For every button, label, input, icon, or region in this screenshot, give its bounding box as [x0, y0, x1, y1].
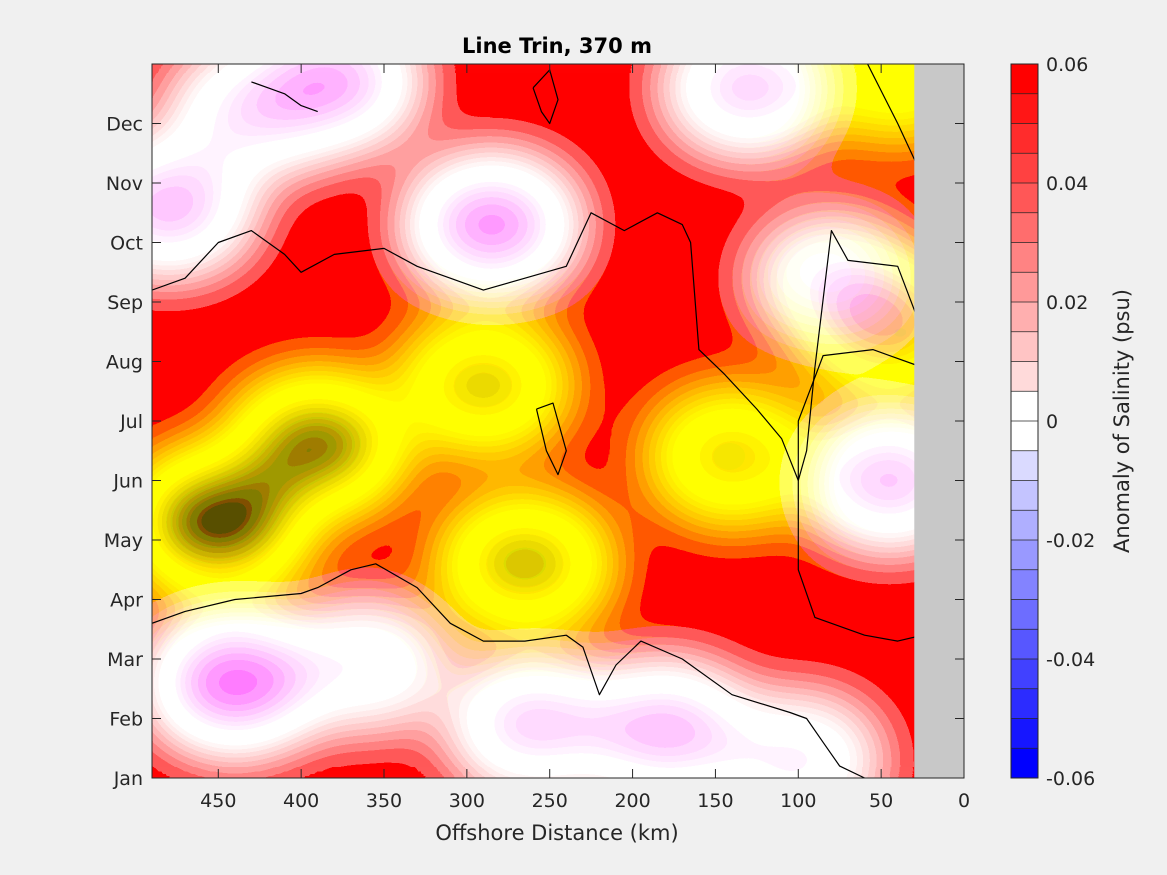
x-tick-label: 350	[366, 790, 402, 812]
zero-contour-line	[532, 69, 559, 125]
x-tick-label: 400	[283, 790, 319, 812]
colorbar-tick-label: -0.06	[1046, 768, 1095, 790]
y-tick-label: Jun	[112, 471, 143, 493]
zero-contour-line	[797, 349, 915, 642]
colorbar-segment	[1011, 391, 1038, 422]
colorbar-segment	[1011, 748, 1038, 779]
y-tick-label: Apr	[110, 590, 143, 612]
colorbar-segment	[1011, 510, 1038, 541]
y-tick-label: Nov	[106, 173, 143, 195]
colorbar-tick-label: -0.04	[1046, 649, 1095, 671]
x-tick-label: 100	[780, 790, 816, 812]
y-tick-label: Jul	[119, 411, 143, 433]
colorbar-segment	[1011, 659, 1038, 690]
y-tick-label: Jan	[113, 768, 143, 790]
y-tick-label: Sep	[107, 292, 143, 314]
colorbar-segment	[1011, 629, 1038, 660]
colorbar-segment	[1011, 361, 1038, 392]
anomaly-feature	[827, 64, 915, 124]
colorbar-segment	[1011, 242, 1038, 273]
x-tick-label: 150	[697, 790, 733, 812]
anomaly-feature	[152, 158, 239, 255]
colorbar: 0.06 0.04 0.02 0 -0.02 -0.04 -0.06	[1010, 54, 1095, 790]
anomaly-feature	[761, 230, 902, 327]
zero-contour-line	[535, 402, 567, 476]
colorbar-segment	[1011, 450, 1038, 481]
colorbar-segment	[1011, 480, 1038, 511]
x-tick-label: 300	[449, 790, 485, 812]
x-tick-label: 200	[614, 790, 650, 812]
colorbar-segment	[1011, 93, 1038, 124]
colorbar-segment	[1011, 599, 1038, 630]
colorbar-segment	[1011, 212, 1038, 243]
colorbar-segment	[1011, 64, 1038, 95]
anomaly-field	[152, 64, 915, 778]
zero-contour-line	[152, 563, 865, 778]
x-tick-label: 50	[869, 790, 893, 812]
anomaly-feature	[247, 396, 388, 493]
anomaly-feature	[463, 676, 604, 773]
anomaly-feature	[678, 64, 819, 136]
y-tick-label: May	[104, 530, 143, 552]
anomaly-feature	[164, 634, 305, 731]
anomaly-feature	[595, 682, 736, 778]
colorbar-segment	[1011, 688, 1038, 719]
colorbar-tick-label: 0.04	[1046, 173, 1088, 195]
y-tick-label: Aug	[106, 352, 143, 374]
y-tick-label: Feb	[109, 709, 143, 731]
zero-contour-line	[152, 212, 915, 482]
colorbar-segment	[1011, 123, 1038, 154]
colorbar-tick-label: 0	[1046, 411, 1058, 433]
x-tick-label: 0	[958, 790, 970, 812]
colorbar-tick-label: 0.02	[1046, 292, 1088, 314]
colorbar-segment	[1011, 718, 1038, 749]
colorbar-segment	[1011, 302, 1038, 333]
anomaly-feature	[297, 616, 438, 713]
x-tick-label: 450	[200, 790, 236, 812]
colorbar-tick-label: 0.06	[1046, 54, 1088, 76]
anomaly-feature	[454, 515, 595, 612]
zero-contour-line	[251, 81, 318, 113]
anomaly-feature	[152, 474, 289, 571]
y-tick-label: Mar	[107, 649, 143, 671]
colorbar-label: Anomaly of Salinity (psu)	[1110, 289, 1134, 553]
anomaly-feature	[413, 337, 554, 434]
colorbar-segment	[1011, 569, 1038, 600]
colorbar-segment	[1011, 183, 1038, 214]
colorbar-frame	[1010, 63, 1039, 779]
x-tick-label: 250	[532, 790, 568, 812]
x-axis: 450 400 350 300 250 200 150 100 50 0	[200, 64, 970, 812]
anomaly-feature	[181, 64, 322, 160]
chart-title: Line Trin, 370 m	[462, 34, 652, 58]
anomaly-feature	[819, 432, 915, 529]
colorbar-segment	[1011, 540, 1038, 571]
y-axis: Jan Feb Mar Apr May Jun Jul Aug Sep Oct Nov Dec	[104, 114, 964, 790]
anomaly-feature	[421, 176, 562, 273]
y-tick-label: Dec	[106, 114, 143, 136]
x-axis-title: Offshore Distance (km)	[435, 821, 678, 845]
colorbar-segment	[1011, 153, 1038, 184]
colorbar-segment	[1011, 421, 1038, 452]
anomaly-feature	[662, 408, 802, 505]
zero-contour-line	[848, 64, 915, 163]
colorbar-segment	[1011, 272, 1038, 303]
colorbar-tick-label: -0.02	[1046, 530, 1095, 552]
colorbar-segment	[1011, 331, 1038, 362]
anomaly-feature	[728, 712, 869, 778]
y-tick-label: Oct	[110, 233, 143, 255]
